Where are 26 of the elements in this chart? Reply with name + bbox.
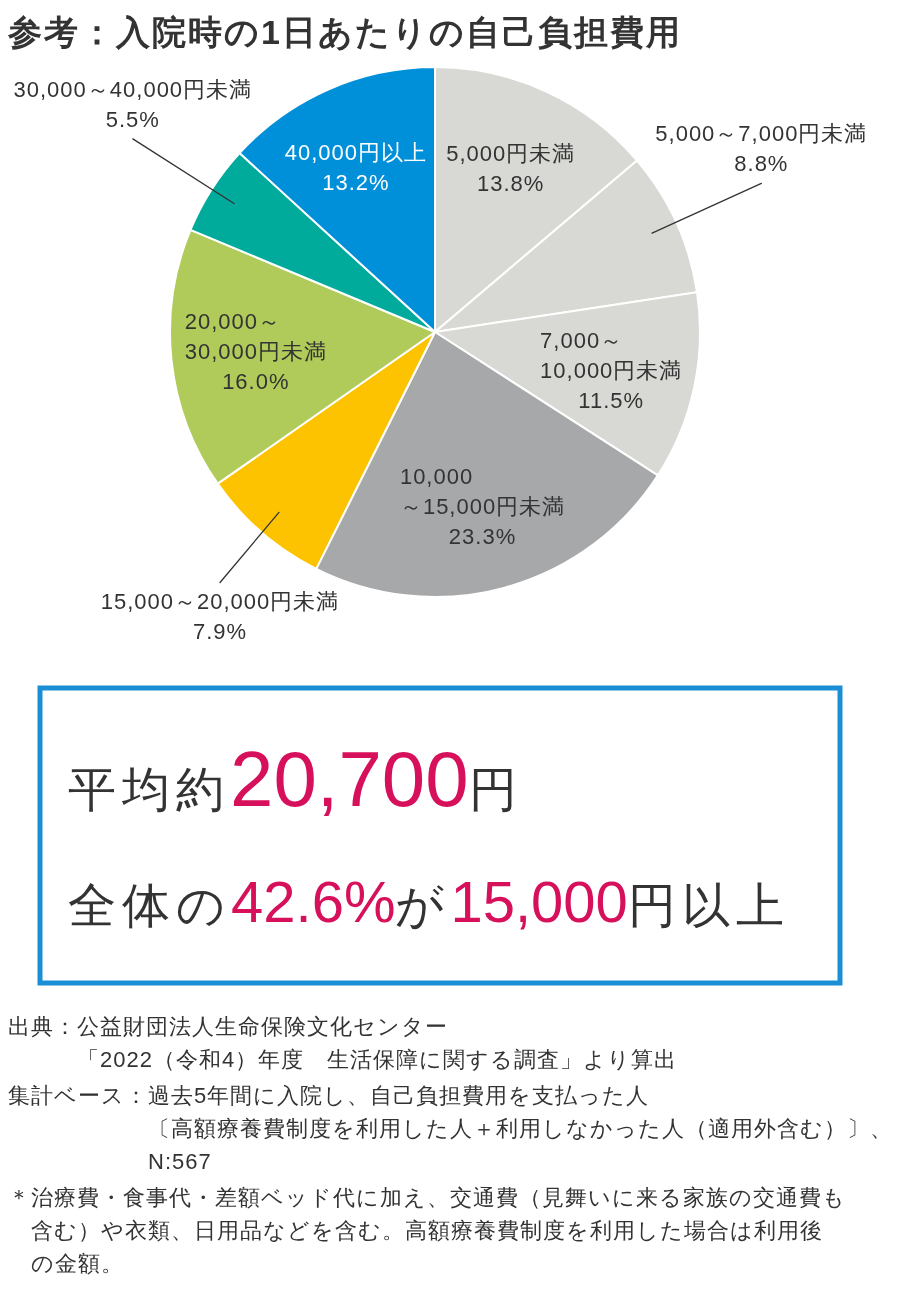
slice-label: 40,000円以上 — [284, 140, 427, 166]
text: 「2022（令和4）年度 生活保障に関する調査」より算出 — [77, 1047, 678, 1072]
slice-label: 10,000 ～15,000円未満 — [399, 463, 566, 519]
data-label: 23.3% — [448, 523, 517, 549]
slice-label: 5,000円未満 — [446, 141, 576, 167]
data-label: 13.2% — [322, 170, 390, 196]
data-label: 11.5% — [578, 387, 645, 413]
slice-label: 5,000～7,000円未満 — [655, 121, 868, 147]
data-label: 5.5% — [105, 106, 160, 132]
slice-label: 30,000～40,000円未満 — [13, 76, 253, 102]
text: 〔高額療養費制度を利用した人＋利用しなかった人（適用外含む）〕、 — [148, 1116, 893, 1141]
slice-label: 7,000～ 10,000円未満 — [540, 327, 683, 383]
data-label: 8.8% — [734, 151, 789, 177]
text: ＊治療費・食事代・差額ベッド代に加え、交通費（見舞いに来る家族の交通費も — [8, 1185, 846, 1210]
data-label: 13.8% — [477, 171, 545, 197]
text: 全体の42.6%が15,000円以上 — [68, 869, 790, 934]
slice-label: 20,000～ 30,000円未満 — [184, 309, 327, 365]
text: 含む）や衣類、日用品などを含む。高額療養費制度を利用した場合は利用後 — [31, 1218, 823, 1243]
source-note: 出典：公益財団法人生命保険文化センター — [8, 1014, 448, 1039]
chart-title: 参考：入院時の1日あたりの自己負担費用 — [7, 13, 682, 51]
slice-label: 15,000～20,000円未満 — [100, 588, 340, 614]
text: N:567 — [148, 1149, 212, 1174]
text: 集計ベース：過去5年間に入院し、自己負担費用を支払った人 — [8, 1083, 650, 1108]
data-label: 16.0% — [222, 369, 290, 395]
text: の金額。 — [31, 1251, 124, 1276]
data-label: 7.9% — [192, 618, 248, 644]
